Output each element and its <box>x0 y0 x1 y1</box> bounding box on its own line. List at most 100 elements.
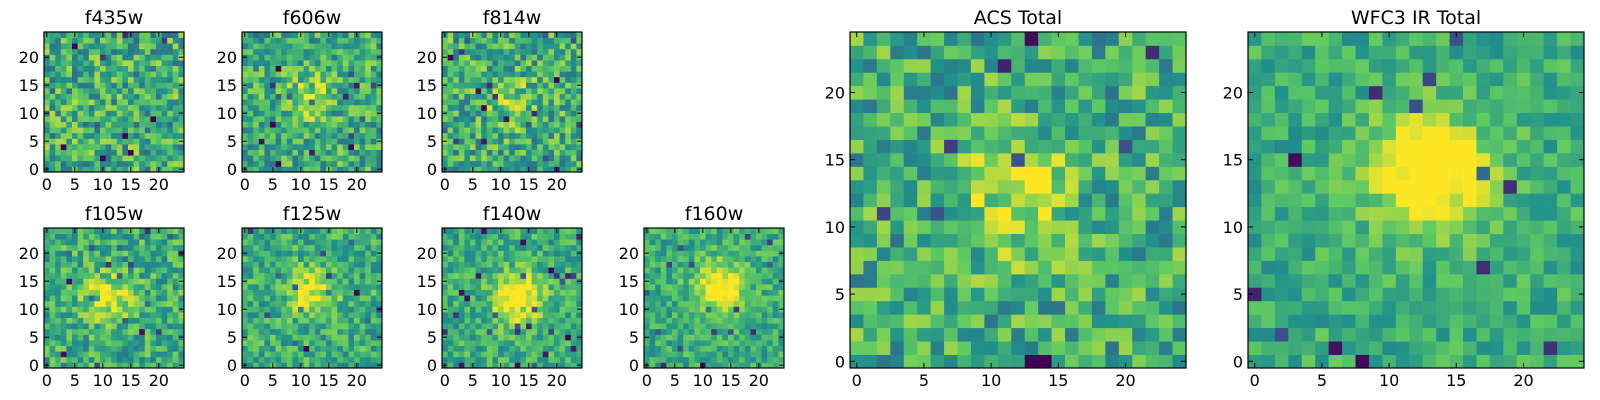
heatmap-cell <box>167 267 174 274</box>
heatmap-cell <box>77 166 84 173</box>
heatmap-cell <box>144 43 151 50</box>
heatmap-cell <box>649 295 656 302</box>
heatmap-cell <box>492 99 499 106</box>
heatmap-cell <box>744 356 751 363</box>
heatmap-cell <box>247 317 254 324</box>
heatmap-cell <box>264 250 271 257</box>
heatmap-cell <box>1132 179 1147 194</box>
heatmap-cell <box>716 328 723 335</box>
heatmap-cell <box>342 132 349 139</box>
heatmap-cell <box>331 155 338 162</box>
y-tick-label: 0 <box>29 160 39 179</box>
heatmap-cell <box>503 317 510 324</box>
heatmap-cell <box>314 71 321 78</box>
heatmap-cell <box>178 127 185 134</box>
heatmap-cell <box>514 300 521 307</box>
heatmap-cell <box>326 138 332 145</box>
heatmap-cell <box>509 278 516 285</box>
heatmap-cell <box>711 328 718 335</box>
heatmap-cell <box>520 149 527 156</box>
heatmap-cell <box>514 323 521 330</box>
heatmap-cell <box>72 93 78 100</box>
heatmap-cell <box>309 233 316 240</box>
heatmap-cell <box>314 99 321 106</box>
heatmap-cell <box>150 116 157 122</box>
heatmap-cell <box>270 272 276 279</box>
heatmap-cell <box>122 99 129 106</box>
heatmap-cell <box>772 317 779 324</box>
heatmap-cell <box>486 289 493 296</box>
heatmap-cell <box>666 272 673 279</box>
heatmap-cell <box>365 88 372 94</box>
heatmap-cell <box>548 289 555 296</box>
heatmap-cell <box>122 272 129 279</box>
heatmap-cell <box>354 37 360 44</box>
heatmap-cell <box>649 317 656 324</box>
heatmap-cell <box>537 233 544 240</box>
heatmap-cell <box>66 284 73 290</box>
heatmap-cell <box>105 82 112 89</box>
heatmap-cell <box>492 278 499 285</box>
heatmap-cell <box>554 351 560 358</box>
heatmap-cell <box>503 138 510 145</box>
heatmap-cell <box>576 149 583 156</box>
heatmap-cell <box>666 323 673 330</box>
heatmap-cell <box>337 71 344 78</box>
heatmap-cell <box>275 340 282 346</box>
heatmap-cell <box>453 93 460 100</box>
heatmap-cell <box>116 144 123 150</box>
heatmap-cell <box>100 317 106 324</box>
heatmap-cell <box>77 127 84 134</box>
heatmap-cell <box>337 121 344 128</box>
heatmap-cell <box>944 166 958 181</box>
heatmap-cell <box>537 312 544 318</box>
heatmap-cell <box>756 306 762 313</box>
heatmap-cell <box>156 345 162 352</box>
heatmap-cell <box>509 76 516 83</box>
heatmap-cell <box>298 284 304 290</box>
heatmap-cell <box>917 300 932 315</box>
heatmap-cell <box>542 317 549 324</box>
heatmap-cell <box>348 250 355 257</box>
heatmap-cell <box>365 37 372 44</box>
heatmap-cell <box>464 65 471 72</box>
heatmap-cell <box>481 334 488 341</box>
heatmap-cell <box>458 323 465 330</box>
heatmap-cell <box>509 144 516 150</box>
heatmap-cell <box>72 104 78 111</box>
heatmap-cell <box>242 160 248 167</box>
heatmap-cell <box>447 317 454 324</box>
x-tick-label: 10 <box>693 371 713 390</box>
heatmap-cell <box>156 127 162 134</box>
heatmap-cell <box>128 132 134 139</box>
heatmap-cell <box>264 256 271 262</box>
heatmap-cell <box>111 278 118 285</box>
heatmap-cell <box>44 99 50 106</box>
heatmap-cell <box>122 289 129 296</box>
heatmap-cell <box>337 284 344 290</box>
heatmap-cell <box>1159 260 1173 275</box>
heatmap-cell <box>77 328 84 335</box>
heatmap-cell <box>464 48 471 55</box>
heatmap-cell <box>750 328 757 335</box>
heatmap-cell <box>509 256 516 262</box>
heatmap-cell <box>722 323 729 330</box>
heatmap-cell <box>548 149 555 156</box>
heatmap-cell <box>1091 220 1106 234</box>
heatmap-cell <box>128 328 134 335</box>
heatmap-cell <box>458 345 465 352</box>
heatmap-cell <box>542 362 549 369</box>
heatmap-cell <box>77 121 84 128</box>
heatmap-cell <box>514 334 521 341</box>
heatmap-cell <box>481 351 488 358</box>
heatmap-cell <box>531 323 538 330</box>
heatmap-cell <box>139 127 146 134</box>
heatmap-cell <box>876 247 891 261</box>
heatmap-cell <box>111 127 118 134</box>
heatmap-cell <box>688 228 695 234</box>
heatmap-cell <box>337 289 344 296</box>
heatmap-cell <box>365 65 372 72</box>
heatmap-cell <box>520 37 527 44</box>
heatmap-cell <box>486 43 493 50</box>
heatmap-cell <box>258 300 265 307</box>
